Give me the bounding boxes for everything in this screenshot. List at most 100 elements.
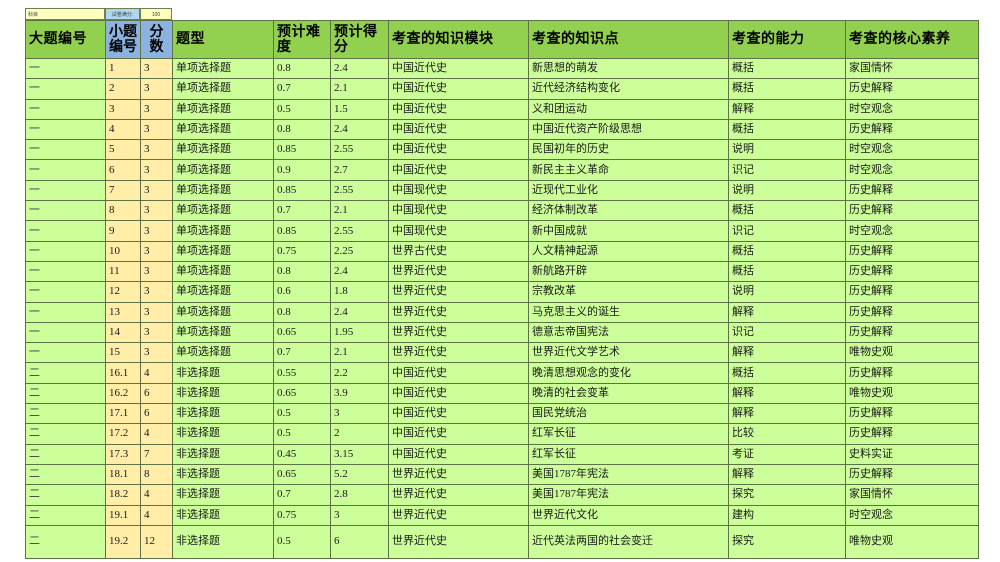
cell-exp: 3: [330, 403, 389, 425]
cell-exp: 2.4: [330, 118, 389, 141]
cell-literacy: 历史解释: [845, 200, 979, 222]
cell-qtype: 非选择题: [172, 443, 274, 465]
cell-score: 3: [140, 200, 173, 222]
cell-score: 4: [140, 362, 173, 384]
table-row: 一 1 3 单项选择题 0.8 2.4 中国近代史 新思想的萌发 概括 家国情怀: [25, 57, 979, 80]
cell-ability: 概括: [728, 118, 846, 141]
cell-exp: 2.4: [330, 301, 389, 323]
cell-score: 6: [140, 403, 173, 425]
cell-literacy: 历史解释: [845, 240, 979, 262]
cell-point: 新民主主义革命: [528, 159, 729, 181]
cell-literacy: 历史解释: [845, 118, 979, 141]
cell-sub_no: 2: [105, 78, 141, 100]
cell-qtype: 非选择题: [172, 423, 274, 445]
cell-point: 宗教改革: [528, 281, 729, 303]
cell-big_no: 二: [25, 504, 106, 526]
cell-point: 人文精神起源: [528, 240, 729, 262]
cell-exp: 2.8: [330, 484, 389, 506]
cell-diff: 0.55: [273, 362, 331, 384]
cell-score: 6: [140, 382, 173, 405]
cell-literacy: 历史解释: [845, 362, 979, 384]
cell-ability: 解释: [728, 342, 846, 364]
cell-ability: 解释: [728, 98, 846, 120]
cell-literacy: 唯物史观: [845, 382, 979, 405]
cell-literacy: 历史解释: [845, 281, 979, 303]
cell-qtype: 单项选择题: [172, 179, 274, 202]
cell-point: 近代英法两国的社会变迁: [528, 524, 729, 559]
cell-ability: 解释: [728, 301, 846, 323]
cell-ability: 探究: [728, 484, 846, 506]
cell-literacy: 时空观念: [845, 139, 979, 161]
cell-module: 中国近代史: [388, 78, 529, 100]
cell-qtype: 单项选择题: [172, 118, 274, 141]
cell-exp: 2.4: [330, 260, 389, 283]
cell-big_no: 一: [25, 98, 106, 120]
cell-module: 中国近代史: [388, 443, 529, 465]
cell-score: 3: [140, 240, 173, 262]
cell-score: 3: [140, 159, 173, 181]
cell-module: 中国现代史: [388, 220, 529, 242]
cell-literacy: 时空观念: [845, 504, 979, 526]
cell-sub_no: 17.3: [105, 443, 141, 465]
cell-module: 中国近代史: [388, 362, 529, 384]
cell-qtype: 单项选择题: [172, 281, 274, 303]
table-row: 一 4 3 单项选择题 0.8 2.4 中国近代史 中国近代资产阶级思想 概括 历史解释: [25, 118, 979, 141]
cell-qtype: 单项选择题: [172, 342, 274, 364]
cell-literacy: 时空观念: [845, 98, 979, 120]
table-row: 二 19.2 12 非选择题 0.5 6 世界近代史 近代英法两国的社会变迁 探究 唯物史观: [25, 524, 979, 559]
cell-sub_no: 9: [105, 220, 141, 242]
cell-big_no: 二: [25, 403, 106, 425]
cell-diff: 0.75: [273, 240, 331, 262]
cell-ability: 考证: [728, 443, 846, 465]
table-row: 一 5 3 单项选择题 0.85 2.55 中国近代史 民国初年的历史 说明 时空观念: [25, 139, 979, 161]
cell-literacy: 历史解释: [845, 403, 979, 425]
cell-score: 3: [140, 301, 173, 323]
col-header-qtype: 题型: [172, 20, 274, 59]
cell-point: 美国1787年宪法: [528, 463, 729, 486]
cell-point: 国民党统治: [528, 403, 729, 425]
cell-score: 12: [140, 524, 173, 559]
cell-diff: 0.85: [273, 220, 331, 242]
table-row: 一 15 3 单项选择题 0.7 2.1 世界近代史 世界近代文学艺术 解释 唯物史观: [25, 342, 979, 364]
cell-module: 中国现代史: [388, 179, 529, 202]
cell-exp: 2.55: [330, 220, 389, 242]
col-header-module: 考查的知识模块: [388, 20, 529, 59]
cell-module: 中国近代史: [388, 98, 529, 120]
cell-big_no: 二: [25, 423, 106, 445]
cell-module: 世界近代史: [388, 524, 529, 559]
cell-literacy: 历史解释: [845, 301, 979, 323]
cell-module: 中国近代史: [388, 118, 529, 141]
cell-exp: 2.55: [330, 179, 389, 202]
table-row: 二 16.2 6 非选择题 0.65 3.9 中国近代史 晚清的社会变革 解释 唯物史观: [25, 382, 979, 405]
cell-point: 新思想的萌发: [528, 57, 729, 80]
cell-qtype: 非选择题: [172, 484, 274, 506]
cell-point: 新航路开辟: [528, 260, 729, 283]
cell-literacy: 史料实证: [845, 443, 979, 465]
table-row: 一 9 3 单项选择题 0.85 2.55 中国现代史 新中国成就 识记 时空观念: [25, 220, 979, 242]
header-row: 大题编号 小题 编号 分数 题型 预计难度 预计得分 考查的知识模块 考查的知识点…: [25, 20, 979, 59]
cell-point: 晚清思想观念的变化: [528, 362, 729, 384]
cell-qtype: 非选择题: [172, 463, 274, 486]
meta-total-label: 试卷满分:: [105, 8, 140, 20]
cell-sub_no: 17.2: [105, 423, 141, 445]
cell-diff: 0.6: [273, 281, 331, 303]
cell-literacy: 家国情怀: [845, 57, 979, 80]
cell-qtype: 非选择题: [172, 504, 274, 526]
cell-score: 4: [140, 484, 173, 506]
table-header: 大题编号 小题 编号 分数 题型 预计难度 预计得分 考查的知识模块 考查的知识点…: [25, 20, 979, 59]
cell-diff: 0.45: [273, 443, 331, 465]
table-row: 一 14 3 单项选择题 0.65 1.95 世界近代史 德意志帝国宪法 识记 历史解释: [25, 321, 979, 344]
cell-module: 世界古代史: [388, 240, 529, 262]
cell-exp: 5.2: [330, 463, 389, 486]
meta-subject-label: 科目: [25, 8, 105, 20]
cell-point: 马克思主义的诞生: [528, 301, 729, 323]
cell-exp: 2.2: [330, 362, 389, 384]
cell-score: 3: [140, 139, 173, 161]
cell-ability: 建构: [728, 504, 846, 526]
cell-diff: 0.8: [273, 260, 331, 283]
table-body: 一 1 3 单项选择题 0.8 2.4 中国近代史 新思想的萌发 概括 家国情怀一 2 3 单项选择题 0…: [25, 57, 979, 559]
cell-point: 美国1787年宪法: [528, 484, 729, 506]
cell-module: 世界近代史: [388, 281, 529, 303]
cell-qtype: 单项选择题: [172, 57, 274, 80]
cell-literacy: 时空观念: [845, 220, 979, 242]
